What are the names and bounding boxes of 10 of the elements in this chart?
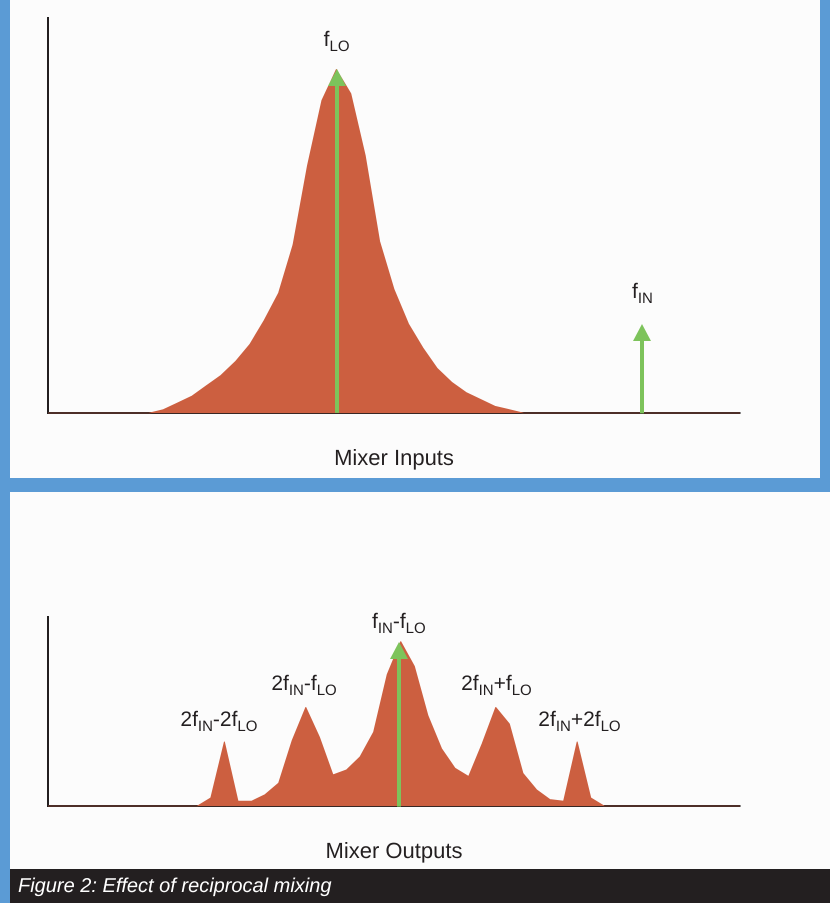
annotation: 2f$_{IN}$+2f$_{LO}$: [538, 708, 621, 736]
annotation: 2f$_{IN}$-2f$_{LO}$: [180, 708, 258, 736]
annotation: f$_{IN}$: [632, 280, 653, 308]
text: f$_{IN}$-f$_{LO}$: [372, 610, 426, 637]
x-axis-title: Mixer Outputs: [326, 838, 462, 863]
text: f$_{LO}$: [324, 27, 350, 55]
annotation: 2f$_{IN}$+f$_{LO}$: [461, 672, 532, 700]
x-axis-title: Mixer Inputs: [334, 444, 454, 470]
annotation: 2f$_{IN}$-f$_{LO}$: [271, 672, 337, 700]
caption: Figure 2: Effect of reciprocal mixing: [10, 869, 830, 903]
